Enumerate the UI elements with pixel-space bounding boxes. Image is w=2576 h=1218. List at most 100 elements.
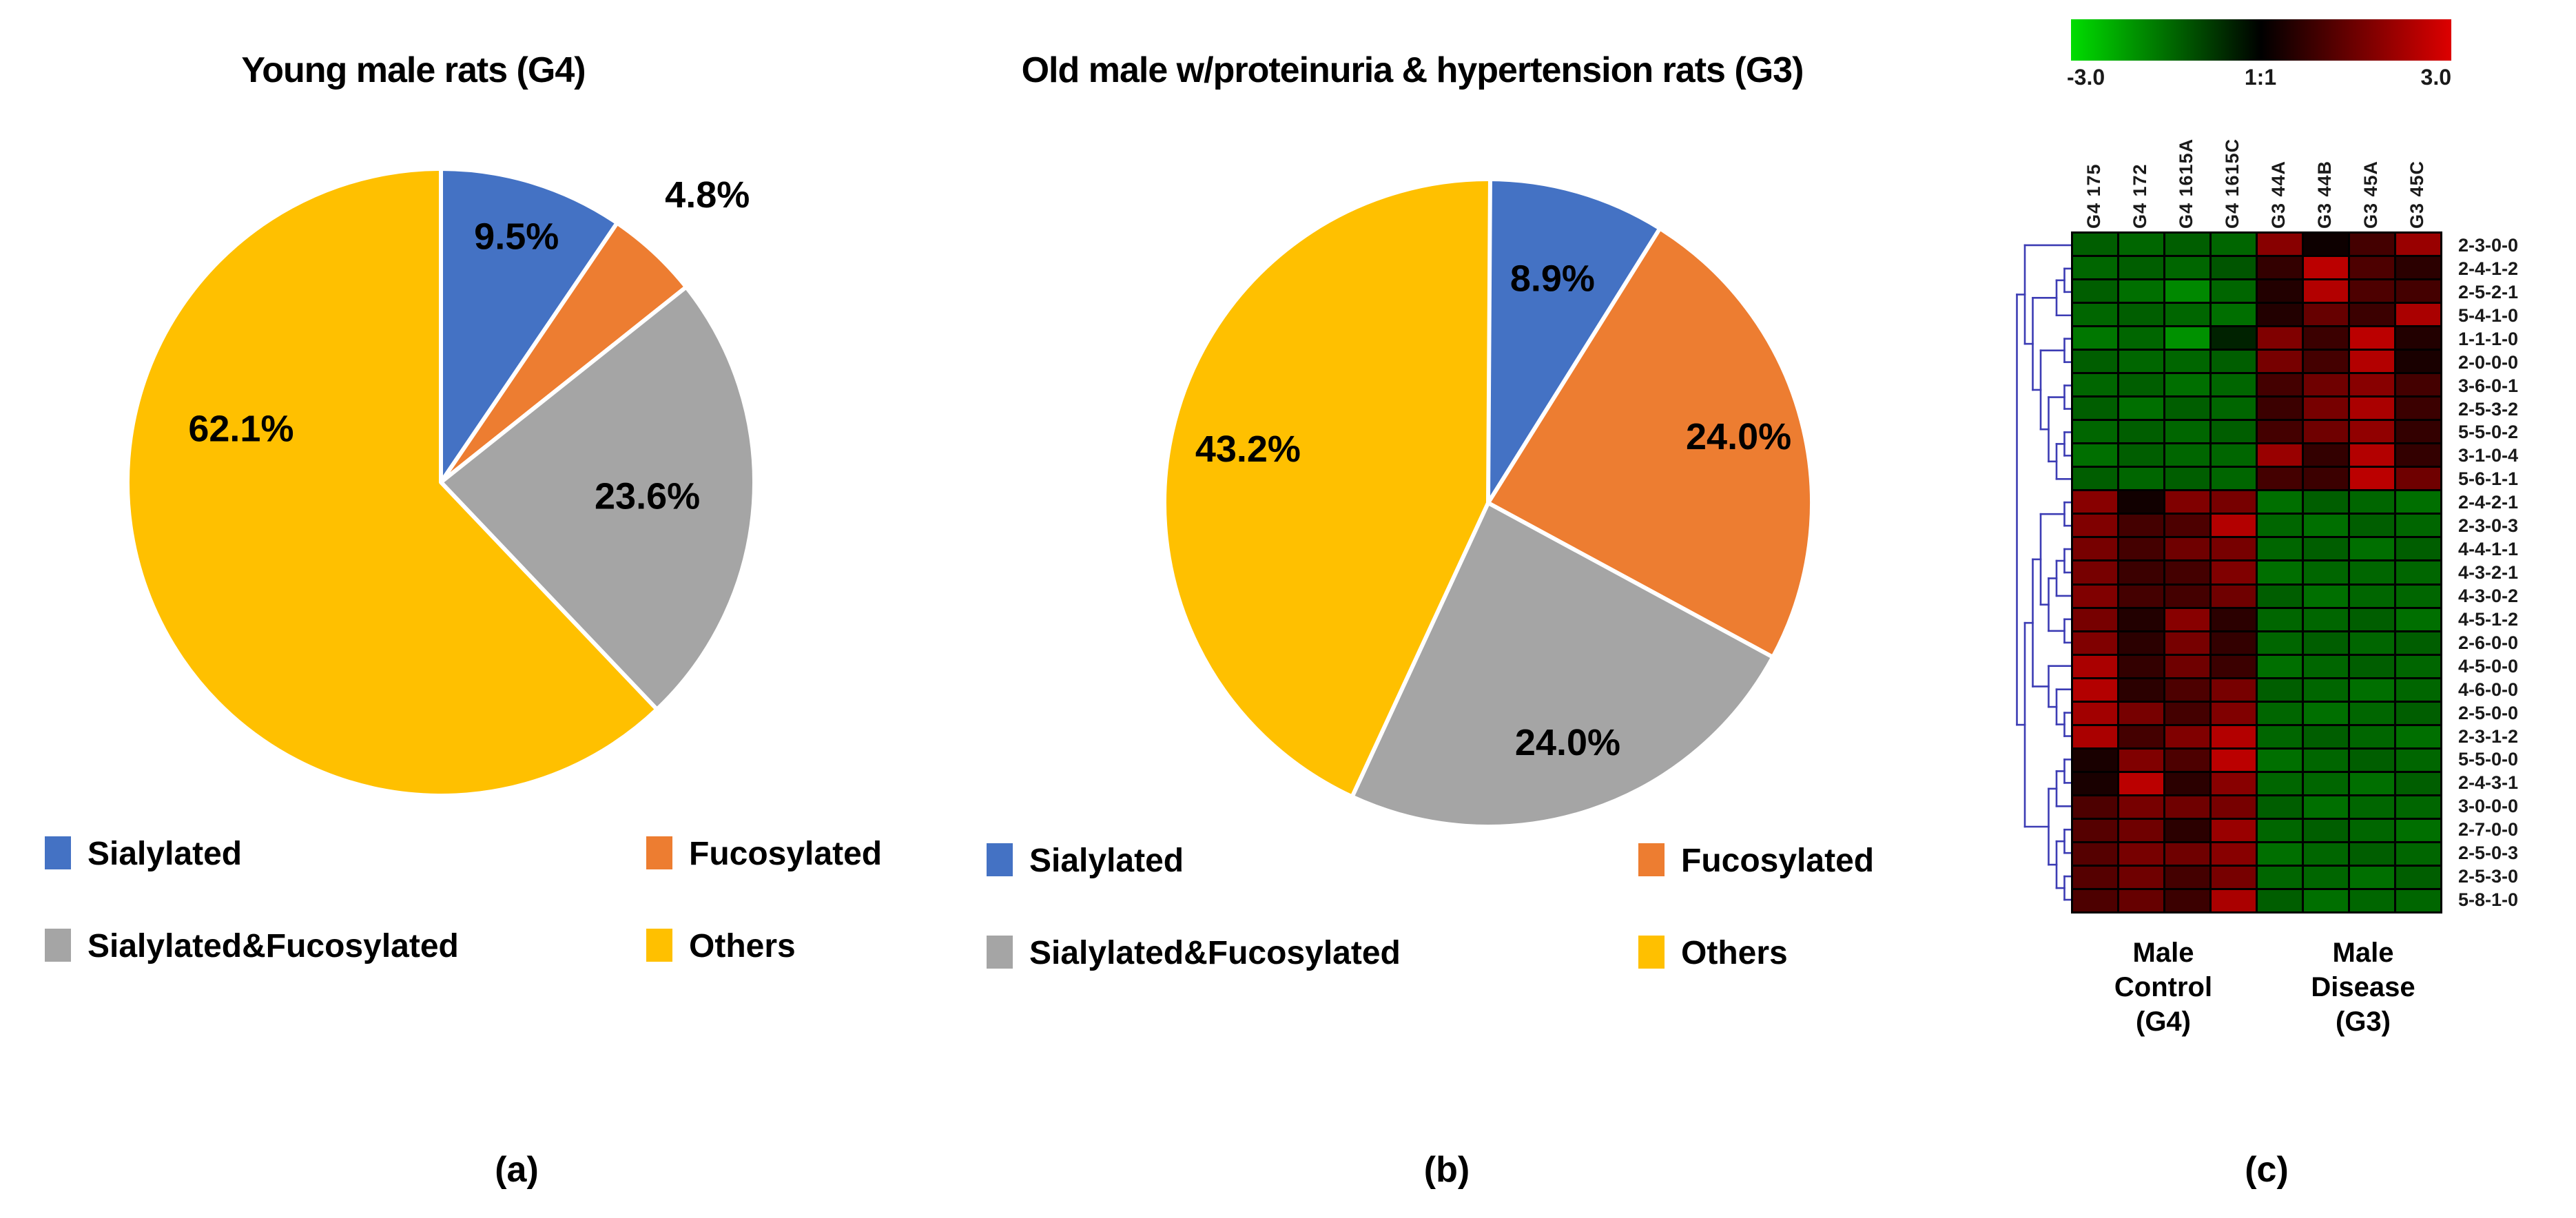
heatmap-cell-3-6-0-1-G4175 (2073, 374, 2117, 396)
heatmap-cell-5-6-1-1-G344A (2258, 468, 2302, 490)
heatmap-cell-4-6-0-0-G345A (2350, 679, 2394, 701)
heatmap-column-label: G3 44B (2314, 160, 2335, 229)
heatmap-cell-4-4-1-1-G345A (2350, 538, 2394, 560)
heatmap-row-label: 3-0-0-0 (2458, 796, 2519, 817)
heatmap-row-label: 2-4-1-2 (2458, 258, 2519, 279)
legend-b-item-fucosylated: Fucosylated (1638, 843, 1874, 879)
heatmap-row-label: 2-7-0-0 (2458, 819, 2519, 840)
heatmap-cell-5-6-1-1-G41615A (2165, 468, 2209, 490)
heatmap-cell-2-5-3-0-G41615A (2165, 866, 2209, 888)
legend-label: Others (689, 928, 796, 964)
pie-slice-sialylated-fucosylated (439, 285, 756, 712)
heatmap-cell-5-5-0-0-G4172 (2119, 749, 2163, 771)
heatmap-cell-2-5-0-0-G344B (2304, 702, 2348, 724)
heatmap-cell-5-8-1-0-G41615C (2212, 889, 2256, 911)
heatmap-cell-1-1-1-0-G345A (2350, 327, 2394, 349)
heatmap-cell-1-1-1-0-G4175 (2073, 327, 2117, 349)
heatmap-cell-5-8-1-0-G344B (2304, 889, 2348, 911)
heatmap-cell-4-6-0-0-G344A (2258, 679, 2302, 701)
heatmap-cell-3-1-0-4-G344A (2258, 444, 2302, 466)
heatmap-cell-2-4-2-1-G345A (2350, 491, 2394, 513)
heatmap-cell-2-4-2-1-G344B (2304, 491, 2348, 513)
heatmap-cell-1-1-1-0-G4172 (2119, 327, 2163, 349)
heatmap-cell-4-4-1-1-G41615A (2165, 538, 2209, 560)
heatmap-row-label: 2-4-2-1 (2458, 492, 2519, 513)
heatmap-cell-2-3-0-3-G344A (2258, 515, 2302, 537)
heatmap-cell-2-5-3-0-G345C (2396, 866, 2440, 888)
heatmap-row-label: 2-4-3-1 (2458, 772, 2519, 794)
heatmap-cell-5-5-0-0-G41615C (2212, 749, 2256, 771)
heatmap-column-label: G3 45C (2407, 160, 2427, 229)
pie-slice-sialylated-fucosylated (1350, 501, 1775, 829)
heatmap-cell-2-6-0-0-G344B (2304, 632, 2348, 654)
heatmap-row-label: 2-3-0-0 (2458, 235, 2519, 256)
heatmap-cell-2-4-2-1-G4172 (2119, 491, 2163, 513)
heatmap-cell-5-5-0-0-G345A (2350, 749, 2394, 771)
heatmap-cell-4-5-1-2-G4172 (2119, 608, 2163, 630)
heatmap-cell-3-1-0-4-G4172 (2119, 444, 2163, 466)
heatmap-cell-5-8-1-0-G4175 (2073, 889, 2117, 911)
heatmap-cell-2-4-2-1-G345C (2396, 491, 2440, 513)
heatmap-cell-1-1-1-0-G345C (2396, 327, 2440, 349)
heatmap-cell-2-5-0-0-G4175 (2073, 702, 2117, 724)
heatmap-row-label: 4-5-1-2 (2458, 608, 2519, 630)
legend-label: Sialylated&Fucosylated (1029, 935, 1401, 971)
legend-a-item-others: Others (646, 929, 796, 964)
heatmap-cell-3-0-0-0-G344B (2304, 796, 2348, 818)
heatmap-cell-2-7-0-0-G4172 (2119, 819, 2163, 841)
pie-b-title: Old male w/proteinuria & hypertension ra… (1021, 50, 1804, 90)
heatmap-cell-4-5-1-2-G344A (2258, 608, 2302, 630)
legend-swatch-others (1638, 936, 1665, 969)
heatmap-cell-5-5-0-2-G4175 (2073, 421, 2117, 443)
heatmap-cell-5-4-1-0-G344B (2304, 304, 2348, 326)
heatmap-cell-2-5-3-0-G344B (2304, 866, 2348, 888)
heatmap-cell-5-4-1-0-G4172 (2119, 304, 2163, 326)
heatmap-cell-2-5-3-2-G345C (2396, 398, 2440, 420)
heatmap-cell-4-5-1-2-G345C (2396, 608, 2440, 630)
pie-slice-value-label: 62.1% (188, 408, 293, 449)
heatmap-cell-4-4-1-1-G344B (2304, 538, 2348, 560)
pie-slice-value-label: 8.9% (1510, 258, 1595, 300)
heatmap-cell-5-4-1-0-G4175 (2073, 304, 2117, 326)
heatmap-cell-3-6-0-1-G345C (2396, 374, 2440, 396)
heatmap-row-label: 4-4-1-1 (2458, 539, 2519, 560)
legend-swatch-sialylated-fucosylated (987, 936, 1013, 969)
heatmap-cell-5-8-1-0-G41615A (2165, 889, 2209, 911)
heatmap-cell-3-1-0-4-G344B (2304, 444, 2348, 466)
legend-b-item-others: Others (1638, 936, 1788, 971)
heatmap-color-scale (2071, 19, 2451, 61)
legend-a-item-sialylated-fucosylated: Sialylated&Fucosylated (45, 929, 459, 964)
heatmap-cell-2-7-0-0-G41615C (2212, 819, 2256, 841)
heatmap-cell-5-5-0-0-G345C (2396, 749, 2440, 771)
heatmap-cell-4-6-0-0-G344B (2304, 679, 2348, 701)
legend-swatch-sialylated-fucosylated (45, 929, 71, 962)
heatmap-cell-2-3-0-3-G4172 (2119, 515, 2163, 537)
heatmap-cell-5-4-1-0-G41615A (2165, 304, 2209, 326)
heatmap-cell-4-3-0-2-G4175 (2073, 585, 2117, 607)
heatmap-cell-2-3-0-0-G344A (2258, 234, 2302, 256)
heatmap-cell-2-5-3-2-G4172 (2119, 398, 2163, 420)
heatmap-cell-4-3-0-2-G4172 (2119, 585, 2163, 607)
heatmap-cell-4-5-0-0-G344B (2304, 655, 2348, 677)
legend-label: Sialylated&Fucosylated (87, 928, 459, 964)
heatmap-cell-2-6-0-0-G41615A (2165, 632, 2209, 654)
pie-a-title: Young male rats (G4) (241, 50, 586, 90)
heatmap-cell-4-3-2-1-G344A (2258, 561, 2302, 584)
heatmap-cell-2-7-0-0-G41615A (2165, 819, 2209, 841)
heatmap-cell-2-7-0-0-G344A (2258, 819, 2302, 841)
heatmap-cell-3-6-0-1-G344B (2304, 374, 2348, 396)
heatmap-cell-5-8-1-0-G4172 (2119, 889, 2163, 911)
heatmap-cell-2-4-1-2-G345C (2396, 257, 2440, 279)
legend-label: Fucosylated (689, 836, 883, 872)
heatmap-cell-4-3-2-1-G41615C (2212, 561, 2256, 584)
heatmap-row-label: 4-5-0-0 (2458, 655, 2519, 677)
pie-slice-sialylated (439, 167, 619, 484)
heatmap-cell-5-5-0-2-G4172 (2119, 421, 2163, 443)
heatmap-cell-1-1-1-0-G41615C (2212, 327, 2256, 349)
heatmap-cell-2-3-0-3-G344B (2304, 515, 2348, 537)
heatmap-cell-4-5-1-2-G344B (2304, 608, 2348, 630)
heatmap-cell-2-5-3-2-G344B (2304, 398, 2348, 420)
heatmap-cell-1-1-1-0-G344A (2258, 327, 2302, 349)
legend-swatch-sialylated (45, 836, 71, 869)
heatmap-cell-3-6-0-1-G4172 (2119, 374, 2163, 396)
